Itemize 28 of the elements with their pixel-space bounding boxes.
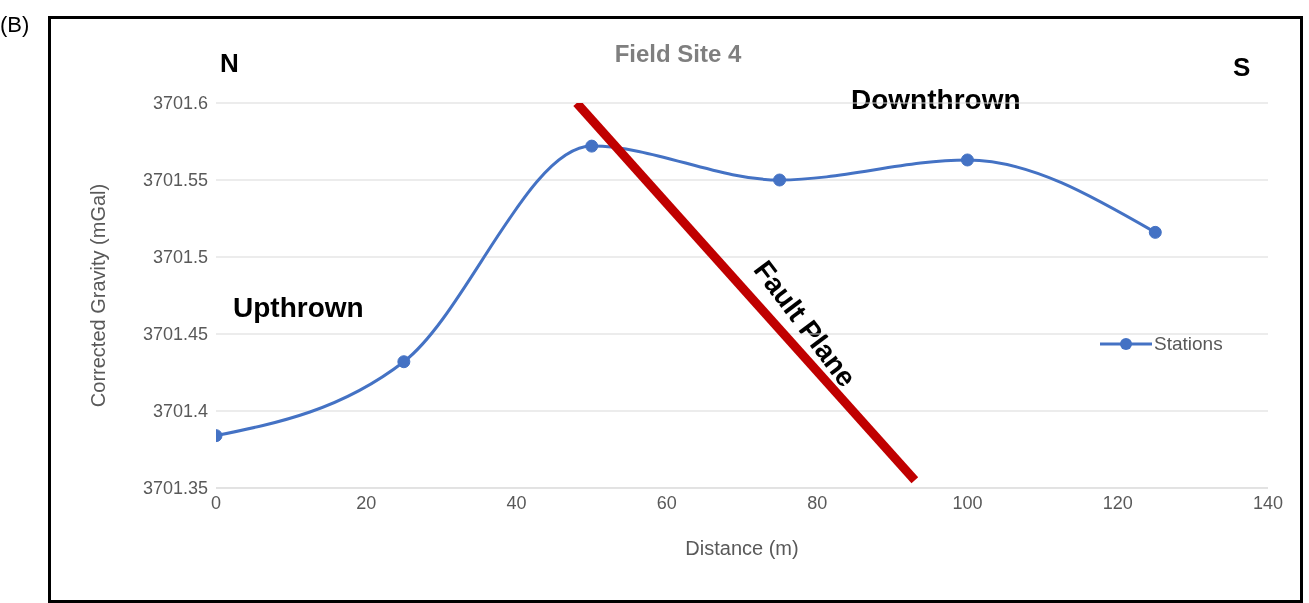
y-tick-label: 3701.5 xyxy=(152,247,208,268)
text: (B) xyxy=(0,12,30,38)
text: N xyxy=(220,48,239,79)
text: S xyxy=(1233,52,1251,83)
x-tick-label: 20 xyxy=(356,492,377,513)
point xyxy=(397,355,411,369)
x-tick-label: 100 xyxy=(952,492,983,513)
x-tick-label: 60 xyxy=(656,492,677,513)
point xyxy=(585,139,599,153)
annotation: Upthrown xyxy=(233,292,364,324)
annotation: Downthrown xyxy=(851,84,1021,116)
chart-title: Field Site 4 xyxy=(614,40,742,67)
point xyxy=(773,173,787,187)
y-tick-label: 3701.4 xyxy=(152,401,208,422)
x-tick-label: 40 xyxy=(506,492,527,513)
x-tick-label: 120 xyxy=(1102,492,1133,513)
point xyxy=(1148,225,1162,239)
y-tick-label: 3701.45 xyxy=(142,324,208,345)
point xyxy=(960,153,974,167)
x-tick-label: 0 xyxy=(210,492,222,513)
y-tick-label: 3701.6 xyxy=(152,93,208,114)
y-tick-label: 3701.55 xyxy=(142,170,208,191)
y-axis-title: Corrected Gravity (mGal) xyxy=(87,183,110,408)
x-tick-label: 80 xyxy=(807,492,828,513)
x-tick-label: 140 xyxy=(1252,492,1284,513)
x-axis-title: Distance (m) xyxy=(685,537,799,559)
y-tick-label: 3701.35 xyxy=(142,478,208,499)
legend-label: Stations xyxy=(1154,333,1223,355)
